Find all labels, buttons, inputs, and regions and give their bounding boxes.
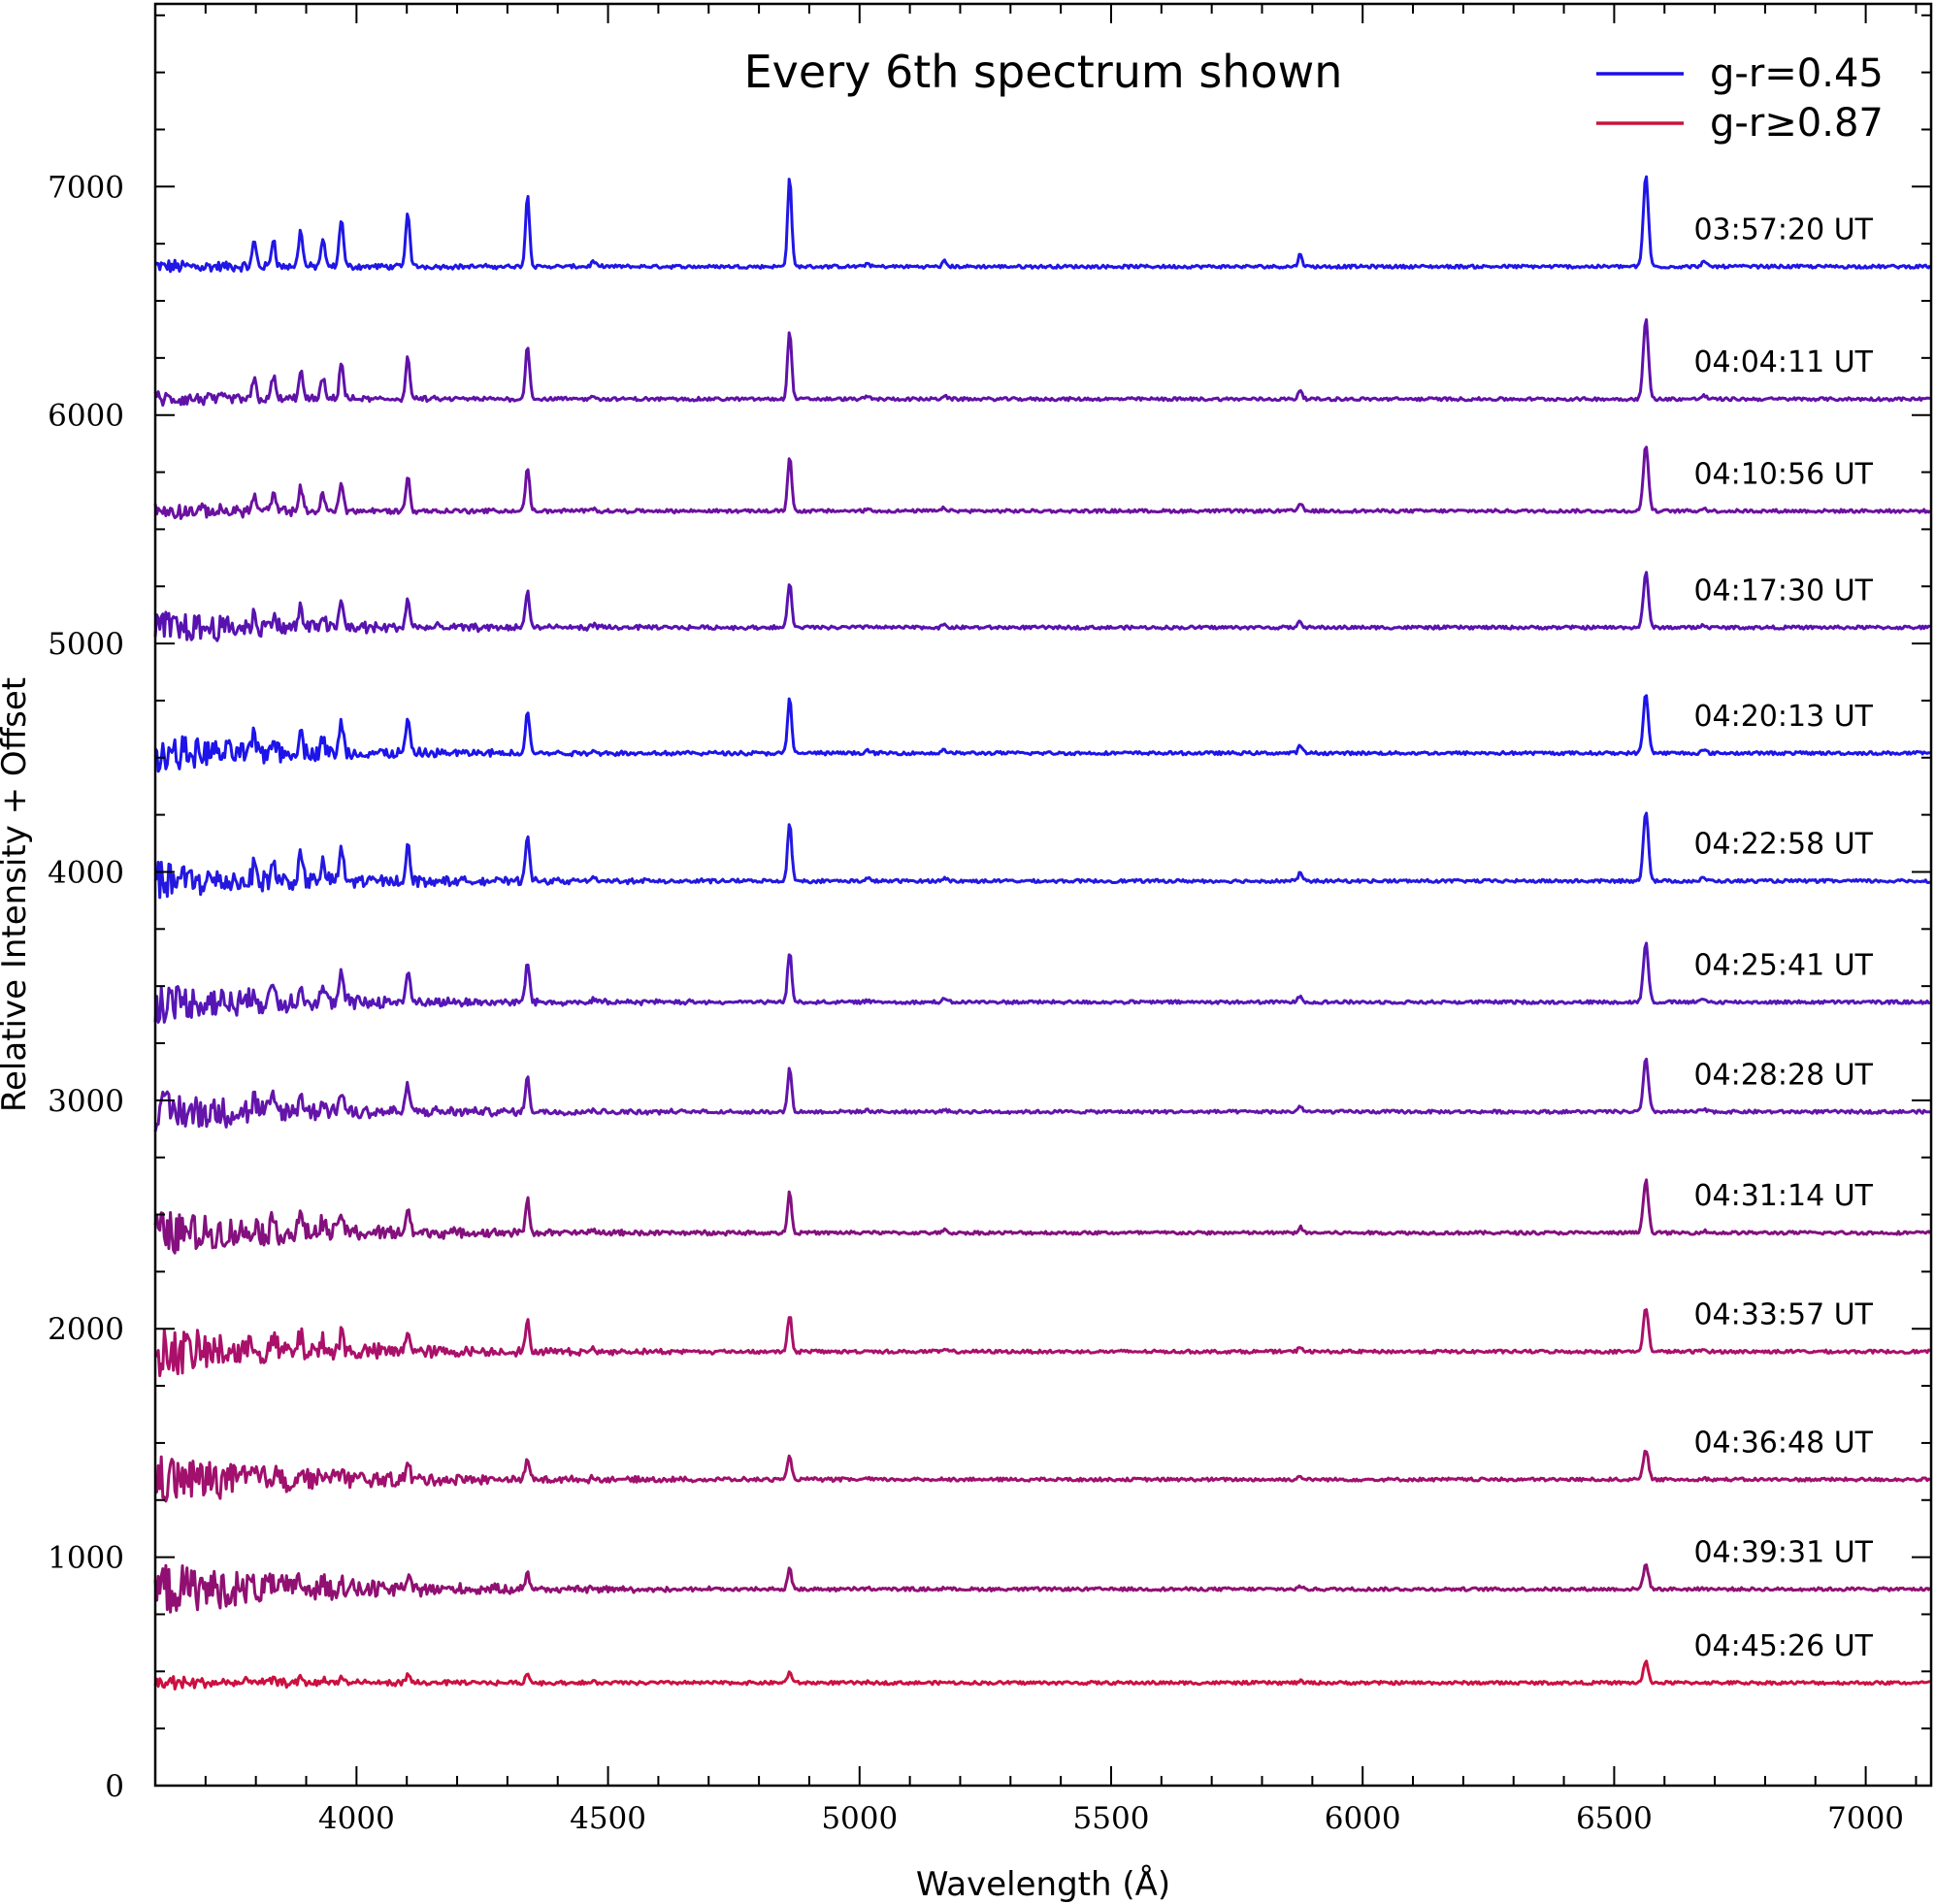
x-tick-label: 5000 bbox=[821, 1801, 898, 1836]
spectrum-time-label: 04:20:13 UT bbox=[1693, 700, 1873, 734]
spectrum-time-label: 04:45:26 UT bbox=[1693, 1629, 1873, 1663]
x-tick-label: 6500 bbox=[1576, 1801, 1653, 1836]
spectrum-time-label: 04:31:14 UT bbox=[1693, 1179, 1873, 1213]
y-tick-label: 6000 bbox=[48, 399, 124, 434]
axis-tick-labels: 4000 4500 5000 5500 6000 6500 7000 0 1000 2000 300… bbox=[48, 170, 1904, 1836]
y-tick-label: 1000 bbox=[48, 1541, 124, 1576]
spectra-layer bbox=[153, 175, 1932, 1691]
spectrum-time-label: 04:39:31 UT bbox=[1693, 1535, 1873, 1569]
spectrum-line bbox=[153, 694, 1931, 773]
x-tick-label: 6000 bbox=[1325, 1801, 1401, 1836]
spectrum-time-label: 04:36:48 UT bbox=[1693, 1426, 1873, 1460]
y-axis-label: Relative Intensity + Offset bbox=[0, 677, 34, 1112]
spectrum-line bbox=[153, 811, 1931, 900]
spectrum-time-label: 04:17:30 UT bbox=[1693, 574, 1873, 607]
spectrum-time-label: 03:57:20 UT bbox=[1693, 213, 1873, 246]
spectrum-time-label: 04:10:56 UT bbox=[1693, 457, 1873, 491]
plot-frame bbox=[153, 2, 1933, 1788]
spectrum-line bbox=[153, 175, 1932, 274]
spectrum-line bbox=[153, 1308, 1931, 1378]
x-axis-label: Wavelength (Å) bbox=[916, 1864, 1170, 1904]
spectrum-line bbox=[153, 1659, 1931, 1691]
spectrum-line bbox=[153, 445, 1932, 520]
y-tick-label: 4000 bbox=[48, 855, 124, 890]
y-tick-label: 5000 bbox=[48, 627, 124, 662]
x-tick-label: 7000 bbox=[1827, 1801, 1904, 1836]
x-tick-label: 4000 bbox=[318, 1801, 395, 1836]
axis-ticks bbox=[154, 4, 1931, 1787]
spectrum-line bbox=[153, 571, 1931, 642]
y-tick-label: 3000 bbox=[48, 1084, 124, 1119]
y-tick-label: 7000 bbox=[48, 170, 124, 205]
spectrum-line bbox=[153, 1178, 1932, 1255]
spectrum-time-label: 04:22:58 UT bbox=[1693, 828, 1873, 862]
spectrum-time-label: 04:33:57 UT bbox=[1693, 1298, 1873, 1332]
spectrum-line bbox=[153, 317, 1931, 408]
spectrum-line bbox=[153, 941, 1931, 1024]
x-tick-label: 4500 bbox=[570, 1801, 646, 1836]
spectrum-line bbox=[153, 1057, 1931, 1133]
y-tick-label: 2000 bbox=[48, 1312, 124, 1347]
spectrum-line bbox=[153, 1563, 1932, 1614]
y-tick-label: 0 bbox=[105, 1769, 124, 1804]
x-tick-label: 5500 bbox=[1073, 1801, 1150, 1836]
spectrum-time-label: 04:28:28 UT bbox=[1693, 1058, 1873, 1092]
legend-label-blue: g-r=0.45 bbox=[1710, 51, 1884, 96]
spectrum-line bbox=[153, 1449, 1931, 1503]
spectrum-time-label: 04:25:41 UT bbox=[1693, 948, 1873, 982]
legend: g-r=0.45 g-r≥0.87 bbox=[1596, 51, 1884, 146]
chart-title: Every 6th spectrum shown bbox=[744, 46, 1343, 98]
spectrum-time-label: 04:04:11 UT bbox=[1693, 345, 1873, 379]
legend-label-red: g-r≥0.87 bbox=[1710, 101, 1884, 146]
